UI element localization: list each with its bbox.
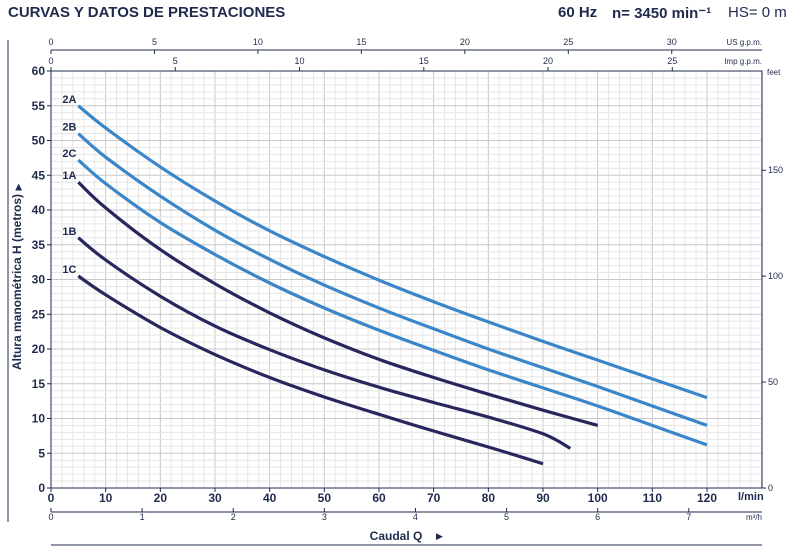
- m3h-tick-label: 2: [231, 512, 236, 522]
- y-tick-label: 10: [32, 412, 46, 426]
- imp-gpm-tick-label: 10: [295, 56, 305, 66]
- y-axis-label: Altura manométrica H (metros): [10, 194, 24, 370]
- x-axis-arrow-icon: ▶: [436, 531, 443, 541]
- y-tick-label: 15: [32, 377, 46, 391]
- feet-tick-label: 150: [768, 165, 783, 175]
- series-line-1c: [77, 274, 544, 466]
- series-lines: [77, 104, 708, 466]
- y-tick-label: 5: [38, 446, 45, 460]
- imp-gpm-tick-label: 5: [173, 56, 178, 66]
- y-tick-label: 55: [32, 99, 46, 113]
- x-tick-label: 110: [643, 491, 663, 505]
- x-tick-label: 100: [588, 491, 608, 505]
- x-tick-label: 60: [372, 491, 386, 505]
- imp-gpm-tick-label: 25: [667, 56, 677, 66]
- x-tick-label: 50: [318, 491, 332, 505]
- feet-label: feet: [767, 68, 781, 77]
- y-axis-arrow-icon: ▶: [13, 183, 23, 190]
- x-tick-label: 10: [99, 491, 113, 505]
- us-gpm-label: US g.p.m.: [726, 38, 762, 47]
- frequency-label: 60 Hz: [558, 4, 598, 21]
- series-label-2b: 2B: [62, 122, 76, 134]
- imp-gpm-tick-label: 20: [543, 56, 553, 66]
- m3h-tick-label: 5: [504, 512, 509, 522]
- x-axis-label: Caudal Q: [370, 529, 423, 543]
- series-label-2a: 2A: [62, 94, 76, 106]
- axes: [7, 40, 766, 522]
- x-tick-label: 120: [697, 491, 717, 505]
- y-tick-label: 0: [38, 481, 45, 495]
- series-labels: 2A 2B 2C 1A 1B 1C: [62, 94, 76, 276]
- y-tick-label: 25: [32, 307, 46, 321]
- feet-tick-label: 50: [768, 377, 778, 387]
- y-tick-label: 60: [32, 64, 46, 78]
- series-line-2c: [77, 158, 708, 447]
- series-line-2b: [77, 132, 708, 427]
- x-unit-label: l/min: [738, 491, 764, 503]
- feet-tick-label: 0: [768, 483, 773, 493]
- m3h-label: m³/h: [746, 513, 762, 522]
- imp-gpm-tick-label: 15: [419, 56, 429, 66]
- y-tick-label: 40: [32, 203, 46, 217]
- x-tick-label: 40: [263, 491, 277, 505]
- y-tick-label: 35: [32, 238, 46, 252]
- series-line-1b: [77, 236, 572, 450]
- series-line-2a: [77, 104, 708, 400]
- series-label-1b: 1B: [62, 226, 76, 238]
- us-gpm-tick-label: 25: [563, 37, 573, 47]
- chart-title: CURVAS Y DATOS DE PRESTACIONES: [8, 4, 286, 21]
- x-tick-label: 20: [154, 491, 168, 505]
- y-tick-label: 50: [32, 134, 46, 148]
- y-tick-label: 30: [32, 273, 46, 287]
- series-line-1a: [77, 181, 599, 427]
- grid: [50, 70, 763, 489]
- us-gpm-tick-label: 10: [253, 37, 263, 47]
- x-tick-label: 0: [48, 491, 55, 505]
- y-tick-label: 45: [32, 168, 46, 182]
- series-label-1a: 1A: [62, 170, 76, 182]
- x-tick-label: 90: [536, 491, 550, 505]
- m3h-tick-label: 1: [140, 512, 145, 522]
- m3h-tick-label: 3: [322, 512, 327, 522]
- y-tick-label: 20: [32, 342, 46, 356]
- x-tick-label: 70: [427, 491, 441, 505]
- us-gpm-tick-label: 20: [460, 37, 470, 47]
- suction-height-label: HS= 0 m: [728, 4, 787, 21]
- us-gpm-tick-label: 15: [356, 37, 366, 47]
- m3h-tick-label: 7: [686, 512, 691, 522]
- us-gpm-tick-label: 0: [48, 37, 53, 47]
- x-tick-label: 30: [208, 491, 222, 505]
- imp-gpm-label: Imp g.p.m.: [724, 57, 762, 66]
- series-label-1c: 1C: [62, 264, 76, 276]
- m3h-tick-label: 6: [595, 512, 600, 522]
- x-tick-label: 80: [482, 491, 496, 505]
- imp-gpm-tick-label: 0: [48, 56, 53, 66]
- m3h-tick-label: 0: [48, 512, 53, 522]
- series-label-2c: 2C: [62, 148, 76, 160]
- feet-tick-label: 100: [768, 271, 783, 281]
- speed-label: n= 3450 min⁻¹: [612, 5, 712, 22]
- tick-labels: 0 10 20 30 40 50 60 70 80 90 100 110 120051015202530…: [32, 37, 783, 522]
- us-gpm-tick-label: 30: [667, 37, 677, 47]
- us-gpm-tick-label: 5: [152, 37, 157, 47]
- m3h-tick-label: 4: [413, 512, 418, 522]
